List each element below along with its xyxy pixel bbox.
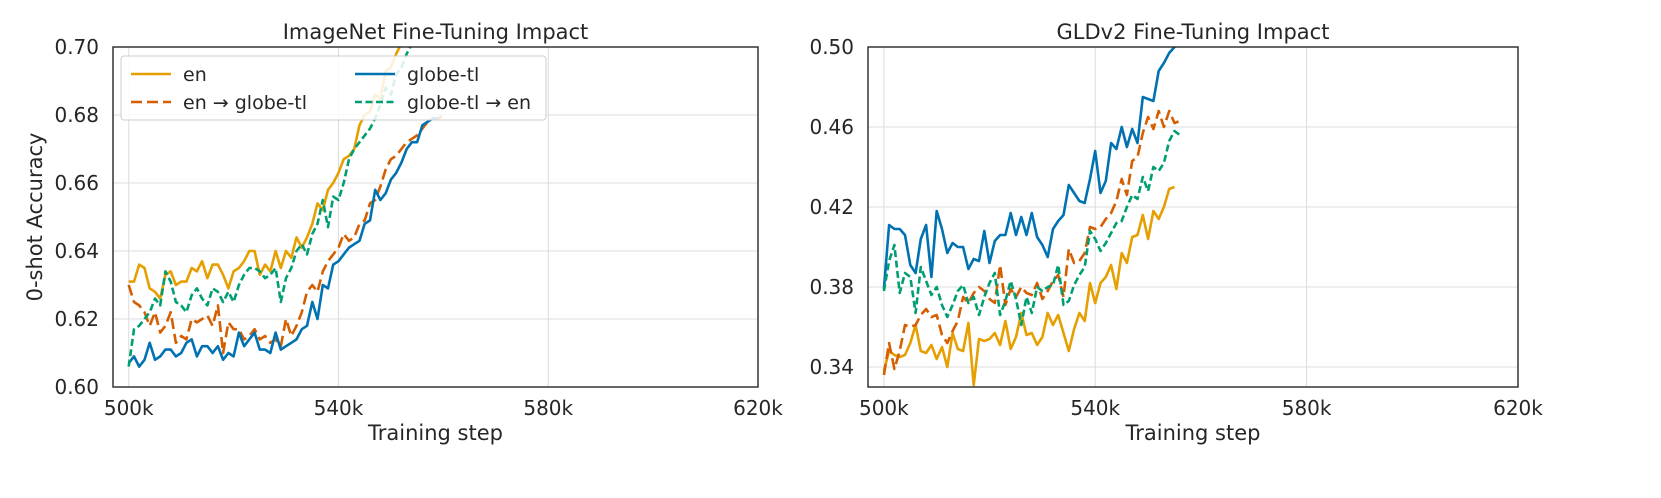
- y-tick-label: 0.64: [54, 239, 99, 263]
- x-tick-label: 620k: [1493, 396, 1543, 420]
- chart-gldv2: 500k 540k 580k 620k 0.34 0.38 0.42 0.46 0.50 GLD…: [809, 20, 1543, 445]
- x-tick-label: 540k: [314, 396, 364, 420]
- y-tick-label: 0.66: [54, 171, 99, 195]
- legend-label-en: en: [183, 64, 207, 86]
- y-tick-label: 0.42: [809, 195, 854, 219]
- chart-imagenet: 500k 540k 580k 620k 0.60 0.62 0.64 0.66 0.68 0.70…: [23, 20, 783, 445]
- x-axis-label: Training step: [367, 421, 503, 445]
- x-tick-label: 540k: [1070, 396, 1120, 420]
- series-line-2: [882, 47, 1177, 290]
- x-tick-label: 580k: [1282, 396, 1332, 420]
- chart-title: GLDv2 Fine-Tuning Impact: [1057, 20, 1330, 44]
- series-line-1: [127, 113, 445, 355]
- series-line-3: [882, 129, 1181, 327]
- legend-label-en-globe-tl: en → globe-tl: [183, 92, 307, 114]
- series-line-2: [127, 117, 439, 368]
- legend-box: [120, 55, 547, 121]
- y-tick-label: 0.62: [54, 307, 99, 331]
- y-tick-label: 0.60: [54, 375, 99, 399]
- series-line-0: [882, 185, 1175, 387]
- x-tick-label: 500k: [859, 396, 909, 420]
- legend-label-globe-tl: globe-tl: [407, 64, 479, 86]
- y-tick-label: 0.50: [809, 35, 854, 59]
- legend: en en → globe-tl globe-tl globe-tl → en: [120, 55, 547, 121]
- y-tick-label: 0.34: [809, 355, 854, 379]
- y-tick-label: 0.38: [809, 275, 854, 299]
- x-tick-label: 620k: [733, 396, 783, 420]
- series-line-1: [882, 109, 1181, 376]
- x-tick-label: 580k: [523, 396, 573, 420]
- y-axis-label: 0-shot Accuracy: [23, 133, 47, 302]
- x-axis-label: Training step: [1125, 421, 1261, 445]
- y-tick-label: 0.70: [54, 35, 99, 59]
- y-tick-label: 0.46: [809, 115, 854, 139]
- y-tick-label: 0.68: [54, 103, 99, 127]
- x-tick-label: 500k: [104, 396, 154, 420]
- series-line-3: [127, 47, 412, 367]
- chart-title: ImageNet Fine-Tuning Impact: [283, 20, 589, 44]
- legend-label-globe-tl-en: globe-tl → en: [407, 92, 531, 114]
- plot-frame: [867, 46, 1519, 388]
- plot-frame: [112, 46, 759, 388]
